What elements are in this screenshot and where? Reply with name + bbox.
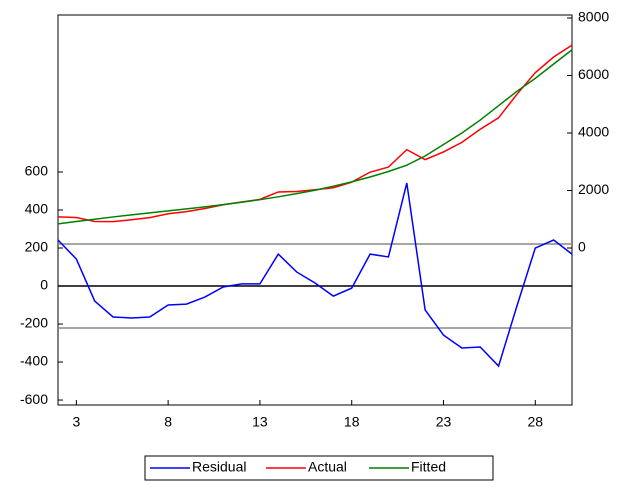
y2-tick-label: 2000 xyxy=(578,181,609,197)
x-tick-label: 13 xyxy=(252,414,268,430)
y2-tick-label: 0 xyxy=(578,239,586,255)
legend-label: Actual xyxy=(308,459,347,475)
legend-label: Residual xyxy=(192,459,246,475)
x-tick-label: 28 xyxy=(527,414,543,430)
y-tick-label: 0 xyxy=(40,277,48,293)
legend-box xyxy=(144,455,494,481)
y-tick-label: -400 xyxy=(20,353,48,369)
y2-tick-label: 6000 xyxy=(578,66,609,82)
legend-label: Fitted xyxy=(411,459,446,475)
x-tick-label: 8 xyxy=(164,414,172,430)
x-tick-label: 3 xyxy=(72,414,80,430)
plot-frame xyxy=(57,14,573,406)
y-tick-label: -600 xyxy=(20,391,48,407)
y-tick-label: 600 xyxy=(25,163,49,179)
y-tick-label: 200 xyxy=(25,239,49,255)
y2-tick-label: 4000 xyxy=(578,124,609,140)
series-line xyxy=(57,182,573,368)
y-tick-label: 400 xyxy=(25,201,49,217)
y-tick-label: -200 xyxy=(20,315,48,331)
y2-tick-label: 8000 xyxy=(578,9,609,25)
x-tick-label: 23 xyxy=(436,414,452,430)
x-tick-label: 18 xyxy=(344,414,360,430)
series-line xyxy=(57,44,573,223)
series-line xyxy=(57,49,573,225)
